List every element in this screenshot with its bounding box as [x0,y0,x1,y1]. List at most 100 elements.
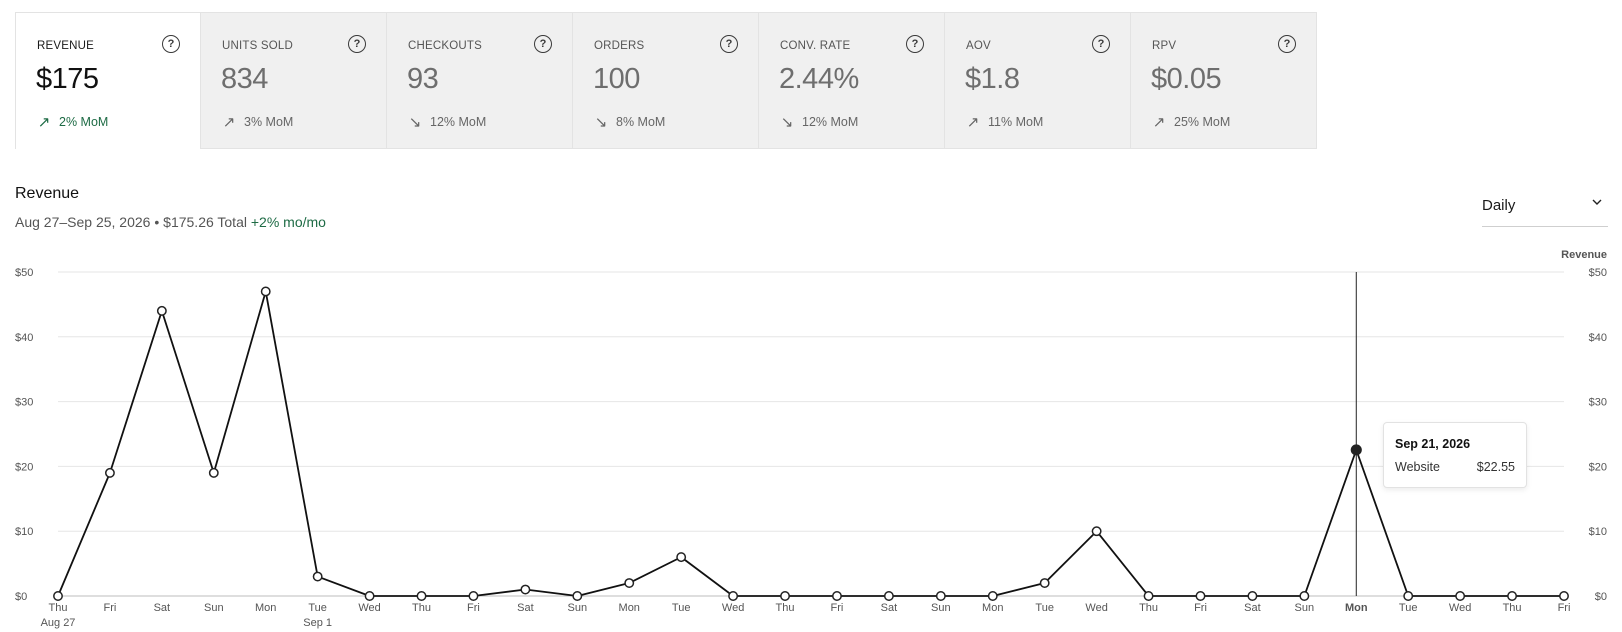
x-tick-label: Tue [1035,602,1054,614]
x-tick-label: Tue [308,602,327,614]
separator: • [154,214,160,230]
metric-card-aov[interactable]: AOV? $1.8 ↗ 11% MoM [945,12,1131,149]
data-point [1143,591,1154,601]
x-tick-label: Fri [1194,602,1207,614]
y-tick-label-left: $20 [15,461,33,473]
revenue-line-chart[interactable]: $0 $0 $10 $10 $20 $20 $30 $30 $40 $40 $50 $50 Revenu… [0,240,1622,632]
chevron-down-icon [1592,199,1602,205]
y-tick-label-left: $50 [15,267,33,279]
x-tick-label: Tue [672,602,691,614]
x-tick-label: Mon [255,602,276,614]
data-point [208,467,219,478]
data-point [987,591,998,601]
x-tick-label: Thu [412,602,431,614]
metric-change: ↗ 2% MoM [37,113,109,131]
metric-label: ORDERS [594,40,645,52]
x-tick-label: Fri [831,602,844,614]
data-point [1247,591,1258,601]
metric-change-text: 2% MoM [59,115,109,129]
metric-value: 100 [593,63,640,95]
arrow-up-right-icon: ↗ [222,114,236,131]
tooltip-date: Sep 21, 2026 [1395,437,1471,451]
x-tick-label: Sun [568,602,588,614]
y-tick-label-right: $20 [1589,461,1607,473]
x-tick-label: Thu [776,602,795,614]
metric-label: CHECKOUTS [408,40,483,52]
arrow-up-right-icon: ↗ [1152,114,1166,131]
x-tick-sublabel: Aug 27 [41,617,76,629]
metric-card-conv-rate[interactable]: CONV. RATE? 2.44% ↘ 12% MoM [759,12,945,149]
x-tick-label: Mon [982,602,1003,614]
data-point [1403,591,1414,601]
chart-title: Revenue [15,185,80,202]
tooltip-value: $22.55 [1476,460,1515,474]
data-point [624,578,635,588]
x-tick-label: Fri [467,602,480,614]
data-point [520,584,531,595]
help-icon[interactable]: ? [720,35,738,53]
arrow-down-right-icon: ↘ [594,114,608,131]
x-tick-label: Sun [931,602,951,614]
metric-change: ↗ 11% MoM [966,113,1044,131]
metric-card-revenue[interactable]: REVENUE? $175 ↗ 2% MoM [15,12,201,149]
x-tick-label: Wed [1085,602,1107,614]
y-tick-label-right: $50 [1589,267,1607,279]
y-tick-label-left: $0 [15,591,27,603]
data-point [1559,591,1569,601]
metric-change: ↘ 8% MoM [594,113,666,131]
interval-select-value: Daily [1482,197,1516,214]
metric-change-text: 8% MoM [616,115,666,129]
data-point [883,591,894,601]
date-range: Aug 27–Sep 25, 2026 [15,214,151,230]
x-tick-label: Sat [1244,602,1261,614]
data-point [832,591,842,601]
metric-change: ↘ 12% MoM [780,113,859,131]
interval-select[interactable]: Daily [1482,193,1608,227]
metric-change: ↗ 25% MoM [1152,113,1231,131]
chart-tooltip: Sep 21, 2026 Website $22.55 [1383,422,1527,488]
metric-card-orders[interactable]: ORDERS? 100 ↘ 8% MoM [573,12,759,149]
metric-change-text: 3% MoM [244,115,294,129]
metric-value: 2.44% [779,63,859,95]
metric-card-rpv[interactable]: RPV? $0.05 ↗ 25% MoM [1131,12,1317,149]
x-tick-label: Tue [1399,602,1418,614]
data-point [1507,591,1518,601]
data-point [1195,591,1206,601]
data-point [468,591,479,601]
x-tick-label: Thu [1503,602,1522,614]
x-tick-label: Fri [104,602,117,614]
y-tick-label-left: $10 [15,526,33,538]
y-tick-label-right: $0 [1595,591,1607,603]
y-axis-title: Revenue [1561,249,1607,261]
metric-value: $0.05 [1151,63,1222,95]
data-point [572,591,583,601]
y-tick-label-left: $30 [15,397,33,409]
metric-card-units-sold[interactable]: UNITS SOLD? 834 ↗ 3% MoM [201,12,387,149]
metric-label: CONV. RATE [780,40,851,52]
metric-card-checkouts[interactable]: CHECKOUTS? 93 ↘ 12% MoM [387,12,573,149]
x-tick-label: Mon [619,602,640,614]
data-point [53,591,63,601]
total-change: +2% mo/mo [250,214,326,230]
x-tick-label: Sat [154,602,171,614]
y-tick-label-right: $40 [1589,332,1607,344]
data-point [416,591,427,601]
metric-change: ↘ 12% MoM [408,113,487,131]
metric-change-text: 25% MoM [1174,115,1231,129]
x-tick-label: Sun [204,602,224,614]
help-icon[interactable]: ? [534,35,552,53]
arrow-down-right-icon: ↘ [780,114,794,131]
y-tick-label-left: $40 [15,332,33,344]
help-icon[interactable]: ? [906,35,924,53]
help-icon[interactable]: ? [1278,35,1296,53]
help-icon[interactable]: ? [162,35,180,53]
help-icon[interactable]: ? [348,35,366,53]
metric-change: ↗ 3% MoM [222,113,294,131]
x-tick-sublabel: Sep 1 [303,617,332,629]
x-tick-label: Sun [1295,602,1315,614]
x-tick-label: Wed [722,602,744,614]
help-icon[interactable]: ? [1092,35,1110,53]
data-point [104,467,115,478]
data-point [935,591,946,601]
metric-cards: REVENUE? $175 ↗ 2% MoM UNITS SOLD? 834 ↗ 3% MoM… [15,12,1317,149]
